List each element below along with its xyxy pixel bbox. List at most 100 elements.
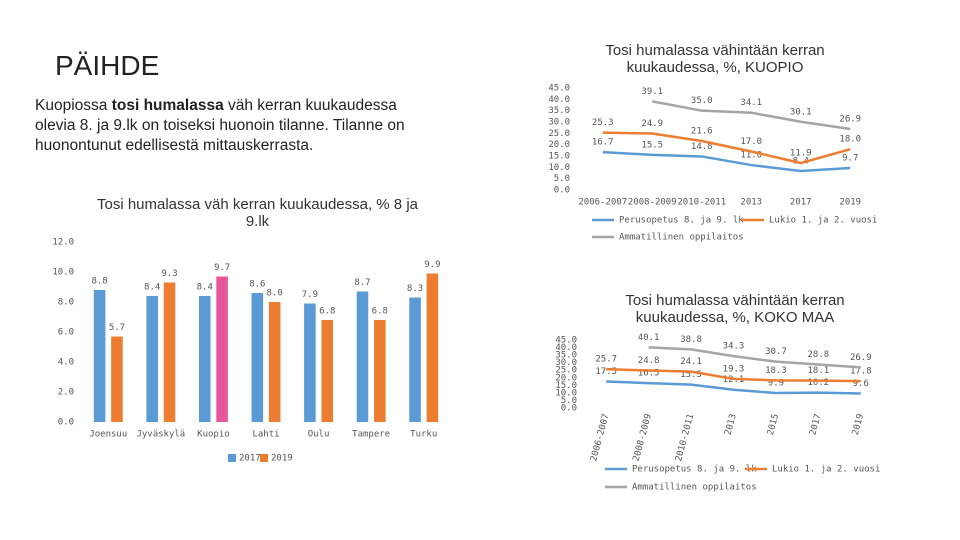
y-tick-label: 6.0 — [58, 328, 74, 338]
y-tick-label: 15.0 — [555, 381, 577, 391]
value-label: 14.8 — [691, 142, 713, 152]
paragraph: Kuopiossa tosi humalassa väh kerran kuuk… — [35, 96, 405, 156]
x-tick-label: 2010-2011 — [674, 413, 696, 463]
legend-label: Perusopetus 8. ja 9. lk — [632, 465, 757, 475]
y-tick-label: 10.0 — [555, 388, 577, 398]
line — [606, 380, 861, 395]
value-label: 8.4 — [144, 283, 160, 293]
y-tick-label: 10.0 — [548, 163, 570, 173]
y-tick-label: 25.0 — [555, 366, 577, 376]
legend-label: Perusopetus 8. ja 9. lk — [619, 216, 744, 226]
y-tick-label: 4.0 — [58, 358, 74, 368]
x-tick-label: Kuopio — [197, 430, 230, 440]
line — [602, 131, 851, 165]
value-label: 30.1 — [790, 107, 812, 117]
value-label: 11.9 — [790, 149, 812, 159]
bar — [251, 293, 264, 422]
x-tick-label: 2019 — [851, 413, 866, 437]
y-tick-label: 2.0 — [58, 388, 74, 398]
value-label: 24.9 — [641, 119, 663, 129]
value-label: 8.0 — [267, 289, 283, 299]
value-label: 9.9 — [424, 260, 440, 270]
value-label: 40.1 — [638, 333, 660, 343]
chart-title: Tosi humalassa väh kerran kuukaudessa, %… — [96, 196, 418, 230]
x-tick-label: Lahti — [252, 430, 279, 440]
value-label: 16.5 — [638, 369, 660, 379]
y-tick-label: 0.0 — [58, 418, 74, 428]
value-label: 9.7 — [214, 263, 230, 273]
value-label: 30.7 — [765, 347, 787, 357]
value-label: 18.0 — [839, 135, 861, 145]
x-tick-label: Jyväskylä — [136, 430, 185, 440]
chart-title: Tosi humalassa vähintään kerran kuukaude… — [605, 42, 825, 76]
x-tick-label: 2006-2007 — [589, 413, 611, 463]
value-label: 28.8 — [808, 350, 830, 360]
value-label: 8.6 — [249, 280, 265, 290]
legend-label: Lukio 1. ja 2. vuosi — [769, 216, 877, 226]
bar — [111, 336, 123, 422]
x-tick-label: Joensuu — [89, 430, 127, 440]
value-label: 26.9 — [850, 353, 872, 363]
value-label: 38.8 — [680, 335, 702, 345]
legend-swatch — [260, 454, 268, 462]
value-label: 8.3 — [407, 284, 423, 294]
y-tick-label: 5.0 — [554, 174, 570, 184]
value-label: 34.1 — [740, 98, 762, 108]
x-tick-label: 2017 — [808, 413, 823, 437]
y-tick-label: 30.0 — [555, 358, 577, 368]
value-label: 34.3 — [723, 342, 745, 352]
bar — [163, 282, 176, 422]
x-tick-label: Tampere — [352, 430, 390, 440]
legend-label: Ammatillinen oppilaitos — [632, 483, 757, 493]
x-tick-label: 2013 — [724, 413, 739, 437]
y-tick-label: 25.0 — [548, 129, 570, 139]
chart-title: Tosi humalassa vähintään kerran kuukaude… — [625, 292, 845, 326]
value-label: 25.7 — [595, 355, 617, 365]
bar — [216, 276, 228, 422]
bar — [409, 297, 421, 422]
x-tick-label: 2010-2011 — [677, 198, 726, 208]
bar — [268, 302, 281, 422]
bar — [304, 303, 316, 422]
text-bold: tosi humalassa — [111, 97, 224, 114]
value-label: 17.5 — [595, 367, 617, 377]
x-tick-label: 2008-2009 — [632, 413, 654, 463]
value-label: 17.0 — [740, 137, 762, 147]
text-run: väh kerran kuukaudessa olevia 8. ja 9.lk… — [35, 97, 405, 154]
x-tick-label: 2008-2009 — [628, 198, 677, 208]
y-tick-label: 45.0 — [555, 336, 577, 346]
y-tick-label: 35.0 — [548, 106, 570, 116]
slide-title: PÄIHDE — [55, 50, 160, 81]
value-label: 8.8 — [91, 277, 107, 287]
value-label: 26.9 — [839, 115, 861, 125]
x-tick-label: Oulu — [308, 430, 330, 440]
value-label: 12.1 — [723, 375, 745, 385]
value-label: 39.1 — [641, 87, 663, 97]
value-label: 15.5 — [641, 140, 663, 150]
value-label: 11.0 — [740, 151, 762, 161]
legend-swatch — [228, 454, 236, 462]
value-label: 25.3 — [592, 118, 614, 128]
value-label: 19.3 — [723, 364, 745, 374]
value-label: 17.8 — [850, 367, 872, 377]
line — [652, 100, 851, 131]
x-tick-label: 2017 — [790, 198, 812, 208]
y-tick-label: 8.0 — [58, 298, 74, 308]
value-label: 9.3 — [161, 269, 177, 279]
value-label: 21.6 — [691, 127, 713, 137]
value-label: 35.0 — [691, 96, 713, 106]
bar — [198, 296, 211, 422]
value-label: 18.3 — [765, 366, 787, 376]
value-label: 8.7 — [354, 278, 370, 288]
y-tick-label: 0.0 — [561, 404, 577, 414]
x-tick-label: Turku — [410, 430, 437, 440]
value-label: 7.9 — [302, 290, 318, 300]
value-label: 15.5 — [680, 370, 702, 380]
y-tick-label: 40.0 — [548, 95, 570, 105]
y-tick-label: 40.0 — [555, 343, 577, 353]
bar — [426, 273, 439, 422]
value-label: 24.8 — [638, 356, 660, 366]
x-tick-label: 2015 — [766, 413, 781, 437]
value-label: 24.1 — [680, 357, 702, 367]
